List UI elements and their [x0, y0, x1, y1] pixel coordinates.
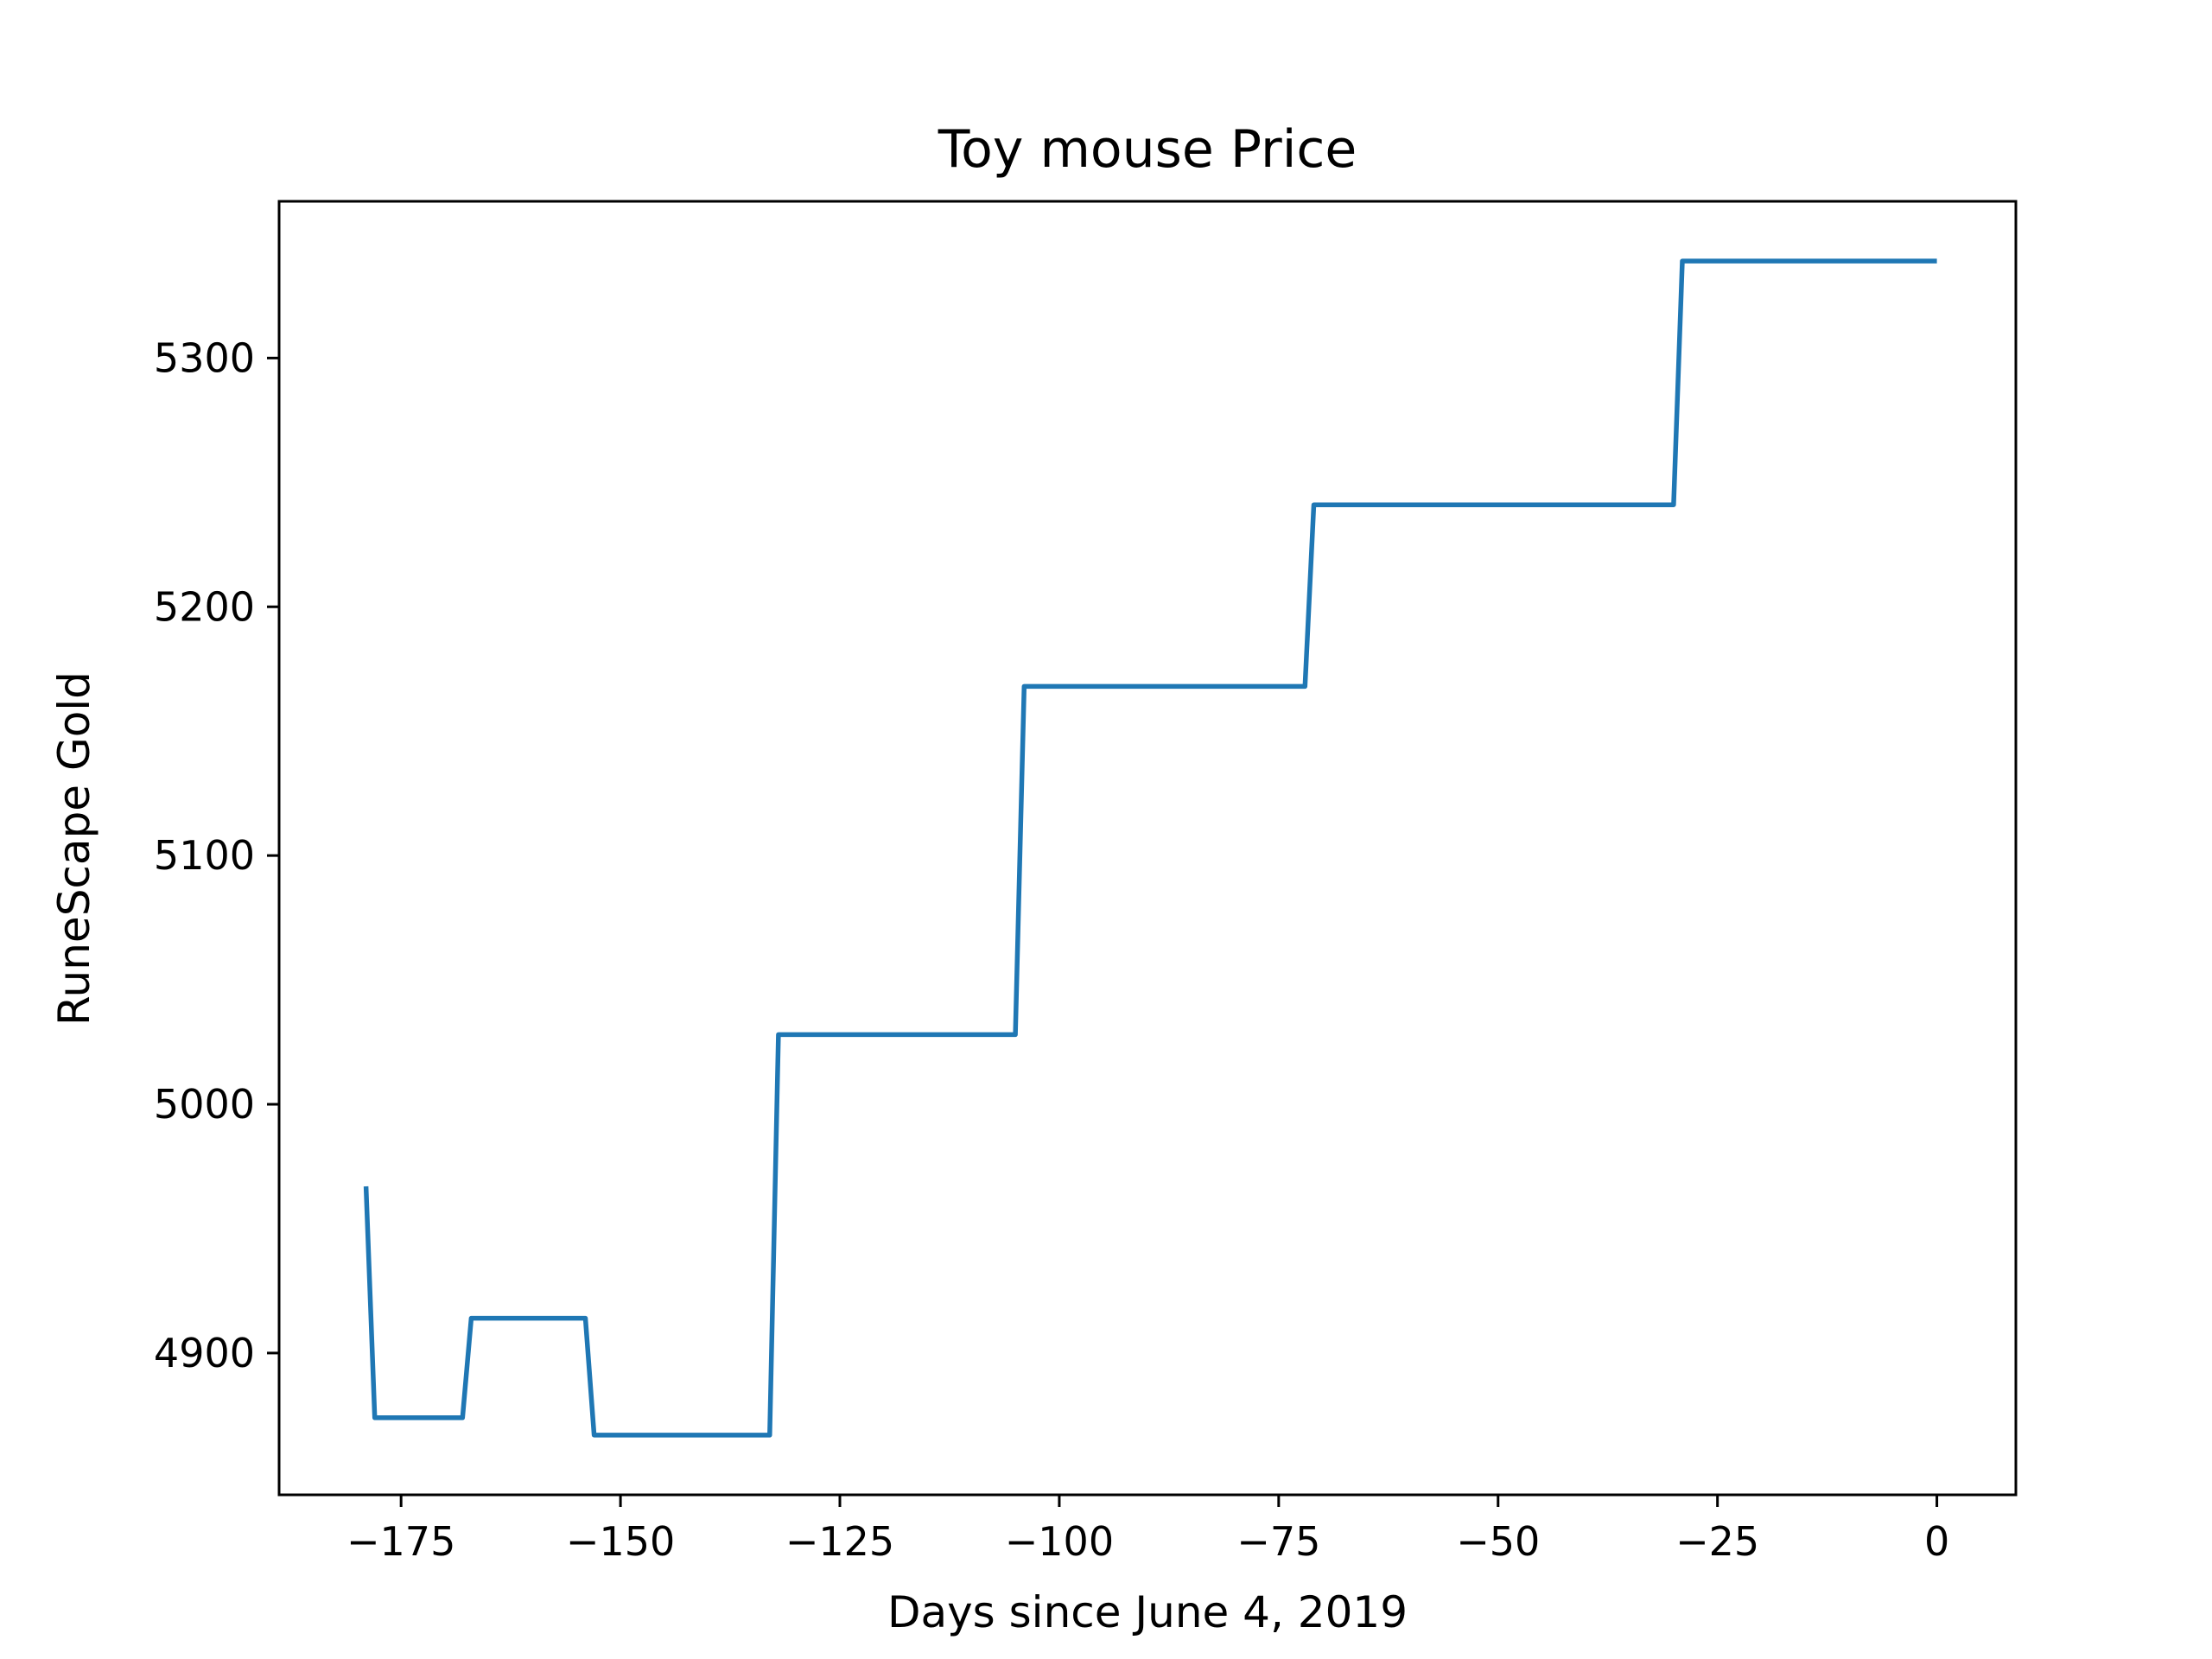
y-tick-label: 5300: [154, 334, 255, 381]
price-series-line: [363, 258, 1937, 1438]
x-tick-label: −175: [346, 1518, 455, 1565]
plot-frame: [277, 200, 2018, 1497]
x-tick-label: −150: [566, 1518, 675, 1565]
chart-title: Toy mouse Price: [938, 119, 1357, 180]
y-tick-label: 4900: [154, 1330, 255, 1376]
y-axis-label: RuneScape Gold: [49, 671, 99, 1026]
x-axis: −175 −150 −125 −100 −75 −50 −25 0: [346, 1495, 1949, 1565]
x-tick-label: −25: [1675, 1518, 1759, 1565]
x-tick-label: −125: [785, 1518, 894, 1565]
x-tick-label: 0: [1924, 1518, 1949, 1565]
x-tick-label: −50: [1456, 1518, 1540, 1565]
x-axis-label: Days since June 4, 2019: [887, 1587, 1408, 1637]
y-tick-label: 5100: [154, 832, 255, 879]
y-tick-label: 5000: [154, 1081, 255, 1128]
x-tick-label: −100: [1005, 1518, 1114, 1565]
y-axis: 4900 5000 5100 5200 5300: [154, 334, 279, 1376]
y-tick-label: 5200: [154, 583, 255, 630]
x-tick-label: −75: [1236, 1518, 1320, 1565]
plot-area: [363, 258, 1937, 1438]
